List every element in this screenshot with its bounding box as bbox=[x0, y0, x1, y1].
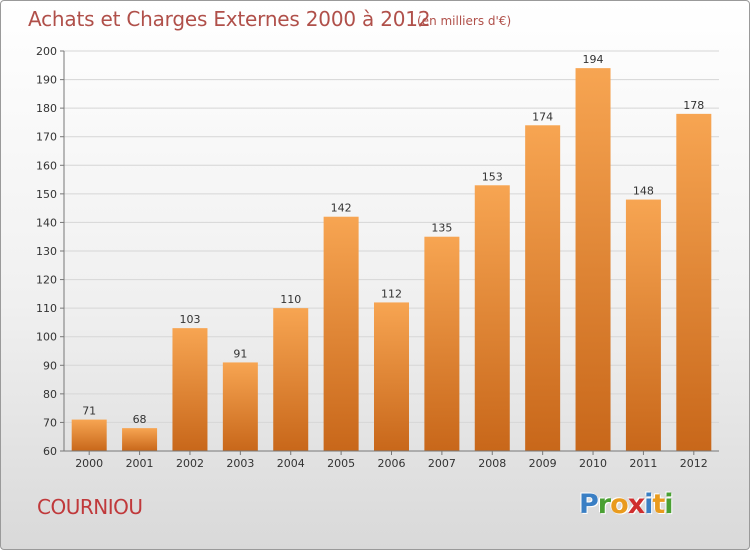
bar-2005 bbox=[323, 216, 359, 451]
bar-2001 bbox=[122, 428, 158, 451]
bar-2003 bbox=[222, 362, 258, 451]
data-label-2007: 135 bbox=[431, 222, 452, 235]
data-label-2009: 174 bbox=[532, 110, 553, 123]
y-tick-label: 60 bbox=[43, 445, 57, 458]
bars: 71 68 103 91 110 142 112 135 153 174 194 148 178 bbox=[71, 53, 712, 452]
y-tick-label: 180 bbox=[36, 102, 57, 115]
proxiti-logo: Proxiti bbox=[579, 489, 674, 520]
y-tick-label: 140 bbox=[36, 216, 57, 229]
y-tick-label: 150 bbox=[36, 188, 57, 201]
bar-2009 bbox=[525, 125, 561, 452]
bar-2002 bbox=[172, 328, 208, 451]
chart-subtitle: (en milliers d'€) bbox=[417, 14, 512, 28]
x-tick-label-2006: 2006 bbox=[378, 457, 406, 470]
logo-letter: x bbox=[627, 489, 645, 520]
data-label-2000: 71 bbox=[82, 405, 96, 418]
data-label-2006: 112 bbox=[381, 287, 402, 300]
chart-title: Achats et Charges Externes 2000 à 2012 bbox=[28, 7, 431, 31]
x-tick-label-2010: 2010 bbox=[579, 457, 607, 470]
y-tick-label: 70 bbox=[43, 416, 57, 429]
data-label-2011: 148 bbox=[633, 185, 654, 198]
bar-2004 bbox=[273, 308, 309, 451]
logo-letter: o bbox=[610, 489, 629, 520]
x-tick-label-2012: 2012 bbox=[680, 457, 708, 470]
bar-2010 bbox=[575, 68, 611, 452]
y-tick-label: 120 bbox=[36, 274, 57, 287]
y-tick-label: 190 bbox=[36, 74, 57, 87]
x-tick-label-2007: 2007 bbox=[428, 457, 456, 470]
logo-letter: t bbox=[652, 489, 665, 520]
x-tick-label-2011: 2011 bbox=[629, 457, 657, 470]
x-tick-label-2003: 2003 bbox=[226, 457, 254, 470]
y-tick-label: 170 bbox=[36, 131, 57, 144]
y-tick-label: 160 bbox=[36, 159, 57, 172]
data-label-2012: 178 bbox=[683, 99, 704, 112]
bar-2008 bbox=[474, 185, 510, 452]
y-tick-label: 110 bbox=[36, 302, 57, 315]
bar-2006 bbox=[374, 302, 409, 451]
commune-name: COURNIOU bbox=[37, 495, 143, 519]
data-label-2008: 153 bbox=[482, 170, 503, 183]
bar-2000 bbox=[71, 419, 107, 451]
bar-2007 bbox=[424, 236, 460, 451]
x-tick-label-2000: 2000 bbox=[75, 457, 103, 470]
x-tick-label-2008: 2008 bbox=[478, 457, 506, 470]
bar-2011 bbox=[625, 199, 661, 451]
data-label-2005: 142 bbox=[331, 202, 352, 215]
data-label-2010: 194 bbox=[583, 53, 604, 66]
x-tick-label-2005: 2005 bbox=[327, 457, 355, 470]
logo-letter: i bbox=[664, 489, 673, 520]
data-label-2002: 103 bbox=[179, 313, 200, 326]
bar-2012 bbox=[676, 113, 712, 451]
x-tick-label-2001: 2001 bbox=[126, 457, 154, 470]
logo-letter: P bbox=[579, 489, 599, 520]
y-tick-label: 90 bbox=[43, 359, 57, 372]
axes: 60 70 80 90 100 110 120 130 140 150 160 170 180 190 20… bbox=[36, 45, 719, 470]
data-label-2004: 110 bbox=[280, 293, 301, 306]
y-tick-label: 130 bbox=[36, 245, 57, 258]
x-tick-label-2002: 2002 bbox=[176, 457, 204, 470]
data-label-2001: 68 bbox=[133, 413, 147, 426]
y-tick-label: 200 bbox=[36, 45, 57, 58]
logo-letter: i bbox=[644, 489, 653, 520]
y-tick-label: 100 bbox=[36, 331, 57, 344]
data-label-2003: 91 bbox=[233, 347, 247, 360]
logo-letter: r bbox=[597, 489, 611, 520]
y-tick-label: 80 bbox=[43, 388, 57, 401]
x-tick-label-2004: 2004 bbox=[277, 457, 305, 470]
x-tick-label-2009: 2009 bbox=[529, 457, 557, 470]
